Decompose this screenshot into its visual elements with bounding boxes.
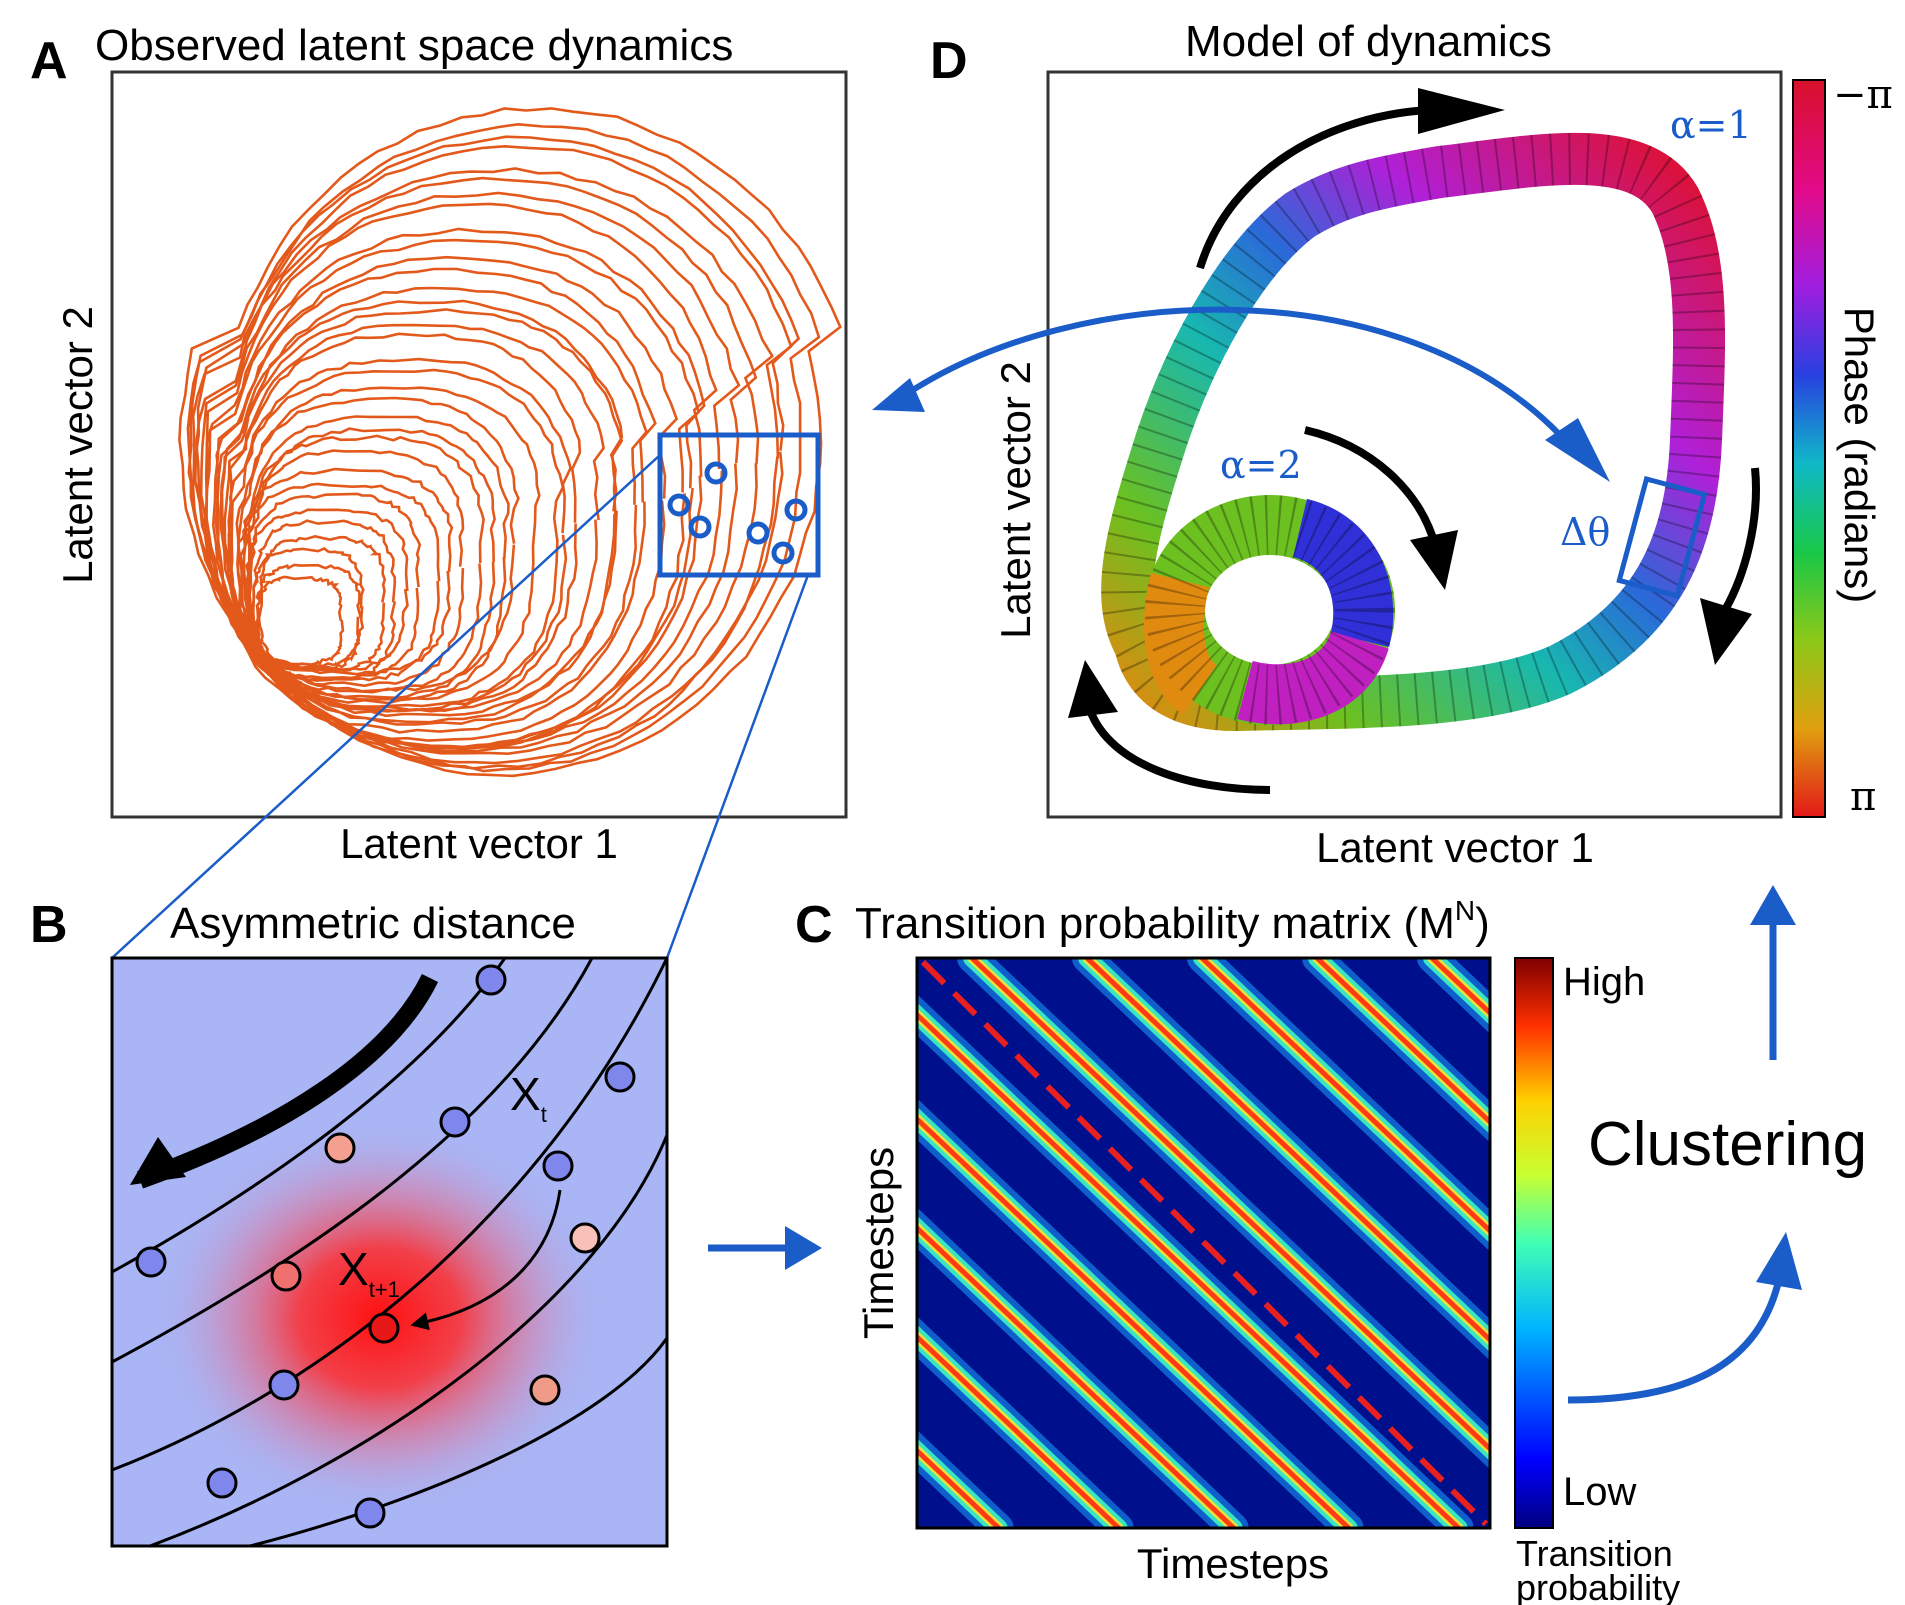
panel-c: C Transition probability matrix (MN) Tim… xyxy=(795,895,1680,1605)
trajectory-loop xyxy=(242,415,510,705)
probability-colorbar xyxy=(1514,957,1554,1529)
trajectory-loop xyxy=(236,386,541,701)
probability-band xyxy=(1314,958,1490,1126)
delta-theta-box xyxy=(1616,475,1708,600)
flow-lines xyxy=(112,958,667,1546)
clustering-step: Clustering xyxy=(1567,885,1867,1404)
panel-b-letter: B xyxy=(30,896,68,954)
trajectory-loop xyxy=(227,332,582,713)
sample-points xyxy=(667,461,808,565)
alpha-1-label: α=1 xyxy=(1670,103,1752,147)
panel-b-frame xyxy=(110,956,669,1548)
panel-a-letter: A xyxy=(30,32,68,90)
panel-d-xlabel: Latent vector 1 xyxy=(1316,824,1594,871)
panel-b-title: Asymmetric distance xyxy=(170,899,576,948)
direction-arrow-right xyxy=(1721,467,1760,612)
trajectory-loop xyxy=(203,202,718,751)
correspondence-arrow xyxy=(903,306,1563,438)
trajectory-loop xyxy=(178,107,842,778)
trajectory-loop xyxy=(199,191,741,749)
probability-band xyxy=(917,1333,1122,1528)
direction-arrow-top xyxy=(1196,106,1431,270)
xt-label: Xt xyxy=(510,1068,547,1127)
panel-b: B Asymmetric distance xyxy=(30,896,669,1548)
panel-a-ylabel: Latent vector 2 xyxy=(54,306,101,584)
phase-colorbar-label: Phase (radians) xyxy=(1836,307,1883,603)
probability-band xyxy=(1199,958,1490,1235)
phase-colorbar xyxy=(1792,79,1826,818)
panel-c-ylabel: Timesteps xyxy=(855,1147,902,1339)
alpha-2-label: α=2 xyxy=(1220,443,1302,487)
panel-d-title: Model of dynamics xyxy=(1185,17,1552,66)
panel-c-letter: C xyxy=(795,896,833,954)
trajectory-loop xyxy=(211,267,657,734)
transition-matrix xyxy=(917,958,1490,1528)
limit-cycle-alpha-1 xyxy=(1101,132,1726,732)
probability-band xyxy=(917,1224,1237,1528)
phase-bottom-label: π xyxy=(1850,774,1876,820)
colorbar-low: Low xyxy=(1563,1470,1636,1514)
clustering-label: Clustering xyxy=(1588,1110,1867,1179)
zoom-line-right xyxy=(665,574,810,959)
trajectory-loop xyxy=(214,255,679,742)
probability-band xyxy=(917,1115,1352,1528)
panel-c-title: Transition probability matrix (MN) xyxy=(855,895,1490,948)
probability-band xyxy=(1417,958,1490,1034)
trajectory-loop xyxy=(219,286,648,726)
trajectory-loop xyxy=(191,167,774,756)
trajectory-loop xyxy=(229,368,565,708)
panel-d-ylabel: Latent vector 2 xyxy=(992,361,1039,639)
state-points xyxy=(135,964,636,1529)
diagonal-dashed-line xyxy=(920,959,1489,1527)
direction-arrow-bottom xyxy=(1086,708,1271,794)
panel-d: D Model of dynamics Δθ α=1 α=2 Latent ve… xyxy=(872,17,1893,871)
trajectory-loop xyxy=(195,176,758,753)
panel-a-title: Observed latent space dynamics xyxy=(95,21,733,70)
curved-arrowhead xyxy=(1756,1232,1802,1290)
panel-a-xlabel: Latent vector 1 xyxy=(340,820,618,867)
probability-band xyxy=(1423,958,1490,1026)
latent-trajectory xyxy=(178,107,842,778)
flow-direction-arrow xyxy=(136,974,439,1189)
trajectory-loop xyxy=(187,122,821,773)
zoom-line-left xyxy=(111,454,661,959)
arrow-b-to-c xyxy=(708,1226,822,1270)
zoom-box xyxy=(657,432,821,578)
phase-top-label: −π xyxy=(1833,72,1893,118)
xt1-label: Xt+1 xyxy=(338,1243,400,1302)
colorbar-label-line1: Transition xyxy=(1516,1533,1673,1574)
probability-band xyxy=(1429,958,1490,1017)
trajectory-loop xyxy=(193,144,793,770)
trajectory-loop xyxy=(214,299,624,724)
trajectory-loop xyxy=(251,519,397,682)
transition-arrow xyxy=(410,1189,562,1331)
trajectory-loop xyxy=(247,427,496,700)
up-arrowhead xyxy=(1750,885,1796,925)
panel-a: A Observed latent space dynamics Latent … xyxy=(30,21,848,959)
colorbar-label-line2: probability xyxy=(1516,1567,1680,1605)
delta-theta-label: Δθ xyxy=(1560,510,1610,554)
trajectory-loop xyxy=(223,323,605,713)
trajectory-loop xyxy=(257,535,387,673)
trajectory-loop xyxy=(186,135,801,765)
panel-c-xlabel: Timesteps xyxy=(1137,1540,1329,1587)
probability-band xyxy=(969,958,1490,1453)
probability-band xyxy=(1427,958,1490,1020)
probability-band xyxy=(917,1011,1462,1528)
direction-arrow-inner xyxy=(1304,426,1439,547)
flow-direction-arrowhead xyxy=(130,1137,186,1185)
panel-c-frame xyxy=(915,956,1492,1530)
panel-d-letter: D xyxy=(930,32,968,90)
colorbar-high: High xyxy=(1563,960,1645,1004)
curved-arrow-to-clustering xyxy=(1567,1274,1784,1404)
probability-band xyxy=(1084,958,1490,1344)
